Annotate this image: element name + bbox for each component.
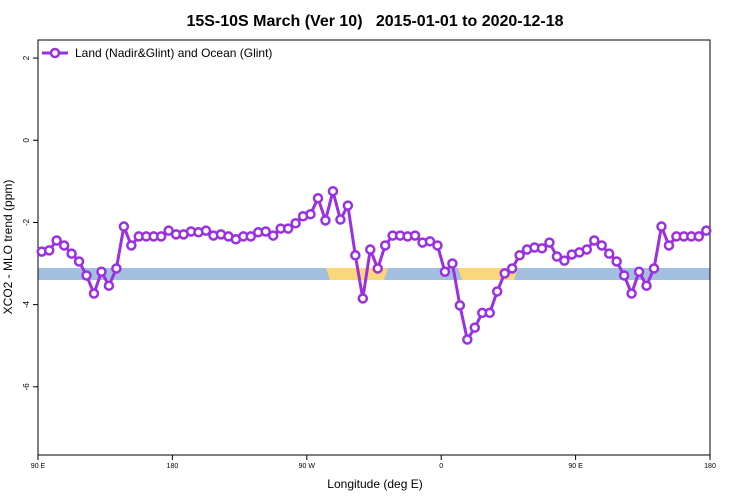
data-point xyxy=(603,248,615,259)
data-point xyxy=(469,322,481,333)
data-point xyxy=(118,221,130,232)
data-point xyxy=(611,256,622,267)
data-point xyxy=(260,226,271,237)
data-point xyxy=(88,288,100,299)
plot-frame xyxy=(37,39,711,456)
data-point xyxy=(96,266,107,277)
data-point xyxy=(290,218,301,229)
x-tick-label: 90 W xyxy=(299,463,316,470)
data-point xyxy=(484,307,495,319)
x-tick-label: 90 E xyxy=(31,463,46,470)
data-point xyxy=(342,200,354,211)
data-point xyxy=(581,244,593,255)
data-point xyxy=(111,263,122,274)
data-point xyxy=(335,214,346,225)
data-point xyxy=(432,240,443,251)
y-tick-label: -2 xyxy=(22,218,31,226)
data-point xyxy=(103,280,115,291)
data-point xyxy=(648,263,660,274)
y-tick-label: -4 xyxy=(22,301,31,309)
data-point xyxy=(81,270,92,281)
data-point xyxy=(491,286,503,297)
data-point xyxy=(58,240,70,251)
data-point xyxy=(245,231,257,242)
data-point xyxy=(200,225,212,236)
data-point xyxy=(633,266,645,277)
data-point xyxy=(499,268,510,279)
x-tick-label: 0 xyxy=(439,463,443,470)
data-point xyxy=(618,270,630,281)
data-point xyxy=(155,231,167,242)
data-point xyxy=(439,266,451,277)
data-point xyxy=(305,208,316,220)
data-point xyxy=(320,215,331,226)
chart-title: 15S-10S March (Ver 10) 2015-01-01 to 202… xyxy=(186,13,563,30)
data-point xyxy=(663,240,675,251)
y-tick-label: 0 xyxy=(22,137,31,142)
data-point xyxy=(379,240,391,251)
data-point xyxy=(126,240,137,251)
data-point xyxy=(626,288,637,299)
data-point xyxy=(267,230,279,241)
x-axis-label: Longitude (deg E) xyxy=(327,477,422,491)
x-tick-label: 180 xyxy=(167,463,179,470)
data-point xyxy=(409,230,421,241)
data-point xyxy=(559,255,570,266)
land-segment xyxy=(326,268,388,280)
data-point xyxy=(282,223,294,234)
data-point xyxy=(536,243,548,254)
data-point xyxy=(589,235,600,246)
data-point xyxy=(693,231,705,242)
y-axis-label: XCO2 - MLO trend (ppm) xyxy=(1,180,15,315)
legend-label: Land (Nadir&Glint) and Ocean (Glint) xyxy=(75,46,272,60)
data-point xyxy=(596,240,607,251)
data-point xyxy=(506,263,518,274)
data-point xyxy=(424,236,436,247)
data-point xyxy=(73,256,85,267)
data-point xyxy=(372,263,383,274)
data-point xyxy=(544,237,555,248)
data-point xyxy=(447,258,458,269)
legend-marker xyxy=(49,47,61,59)
data-point xyxy=(43,245,55,256)
y-tick-label: -6 xyxy=(22,383,31,391)
y-tick-label: 2 xyxy=(22,55,31,60)
data-point xyxy=(66,248,77,259)
data-point xyxy=(51,235,62,246)
data-point xyxy=(641,280,652,291)
x-tick-label: 180 xyxy=(704,463,716,470)
data-point xyxy=(365,244,376,255)
data-point xyxy=(656,221,667,232)
data-point xyxy=(357,293,369,304)
data-point xyxy=(462,334,473,345)
data-point xyxy=(327,185,339,197)
data-point xyxy=(514,250,525,261)
data-point xyxy=(701,225,712,236)
data-point xyxy=(312,192,324,204)
x-tick-label: 90 E xyxy=(568,463,583,470)
data-point xyxy=(454,300,466,311)
data-point xyxy=(350,250,361,261)
data-point xyxy=(551,251,563,262)
